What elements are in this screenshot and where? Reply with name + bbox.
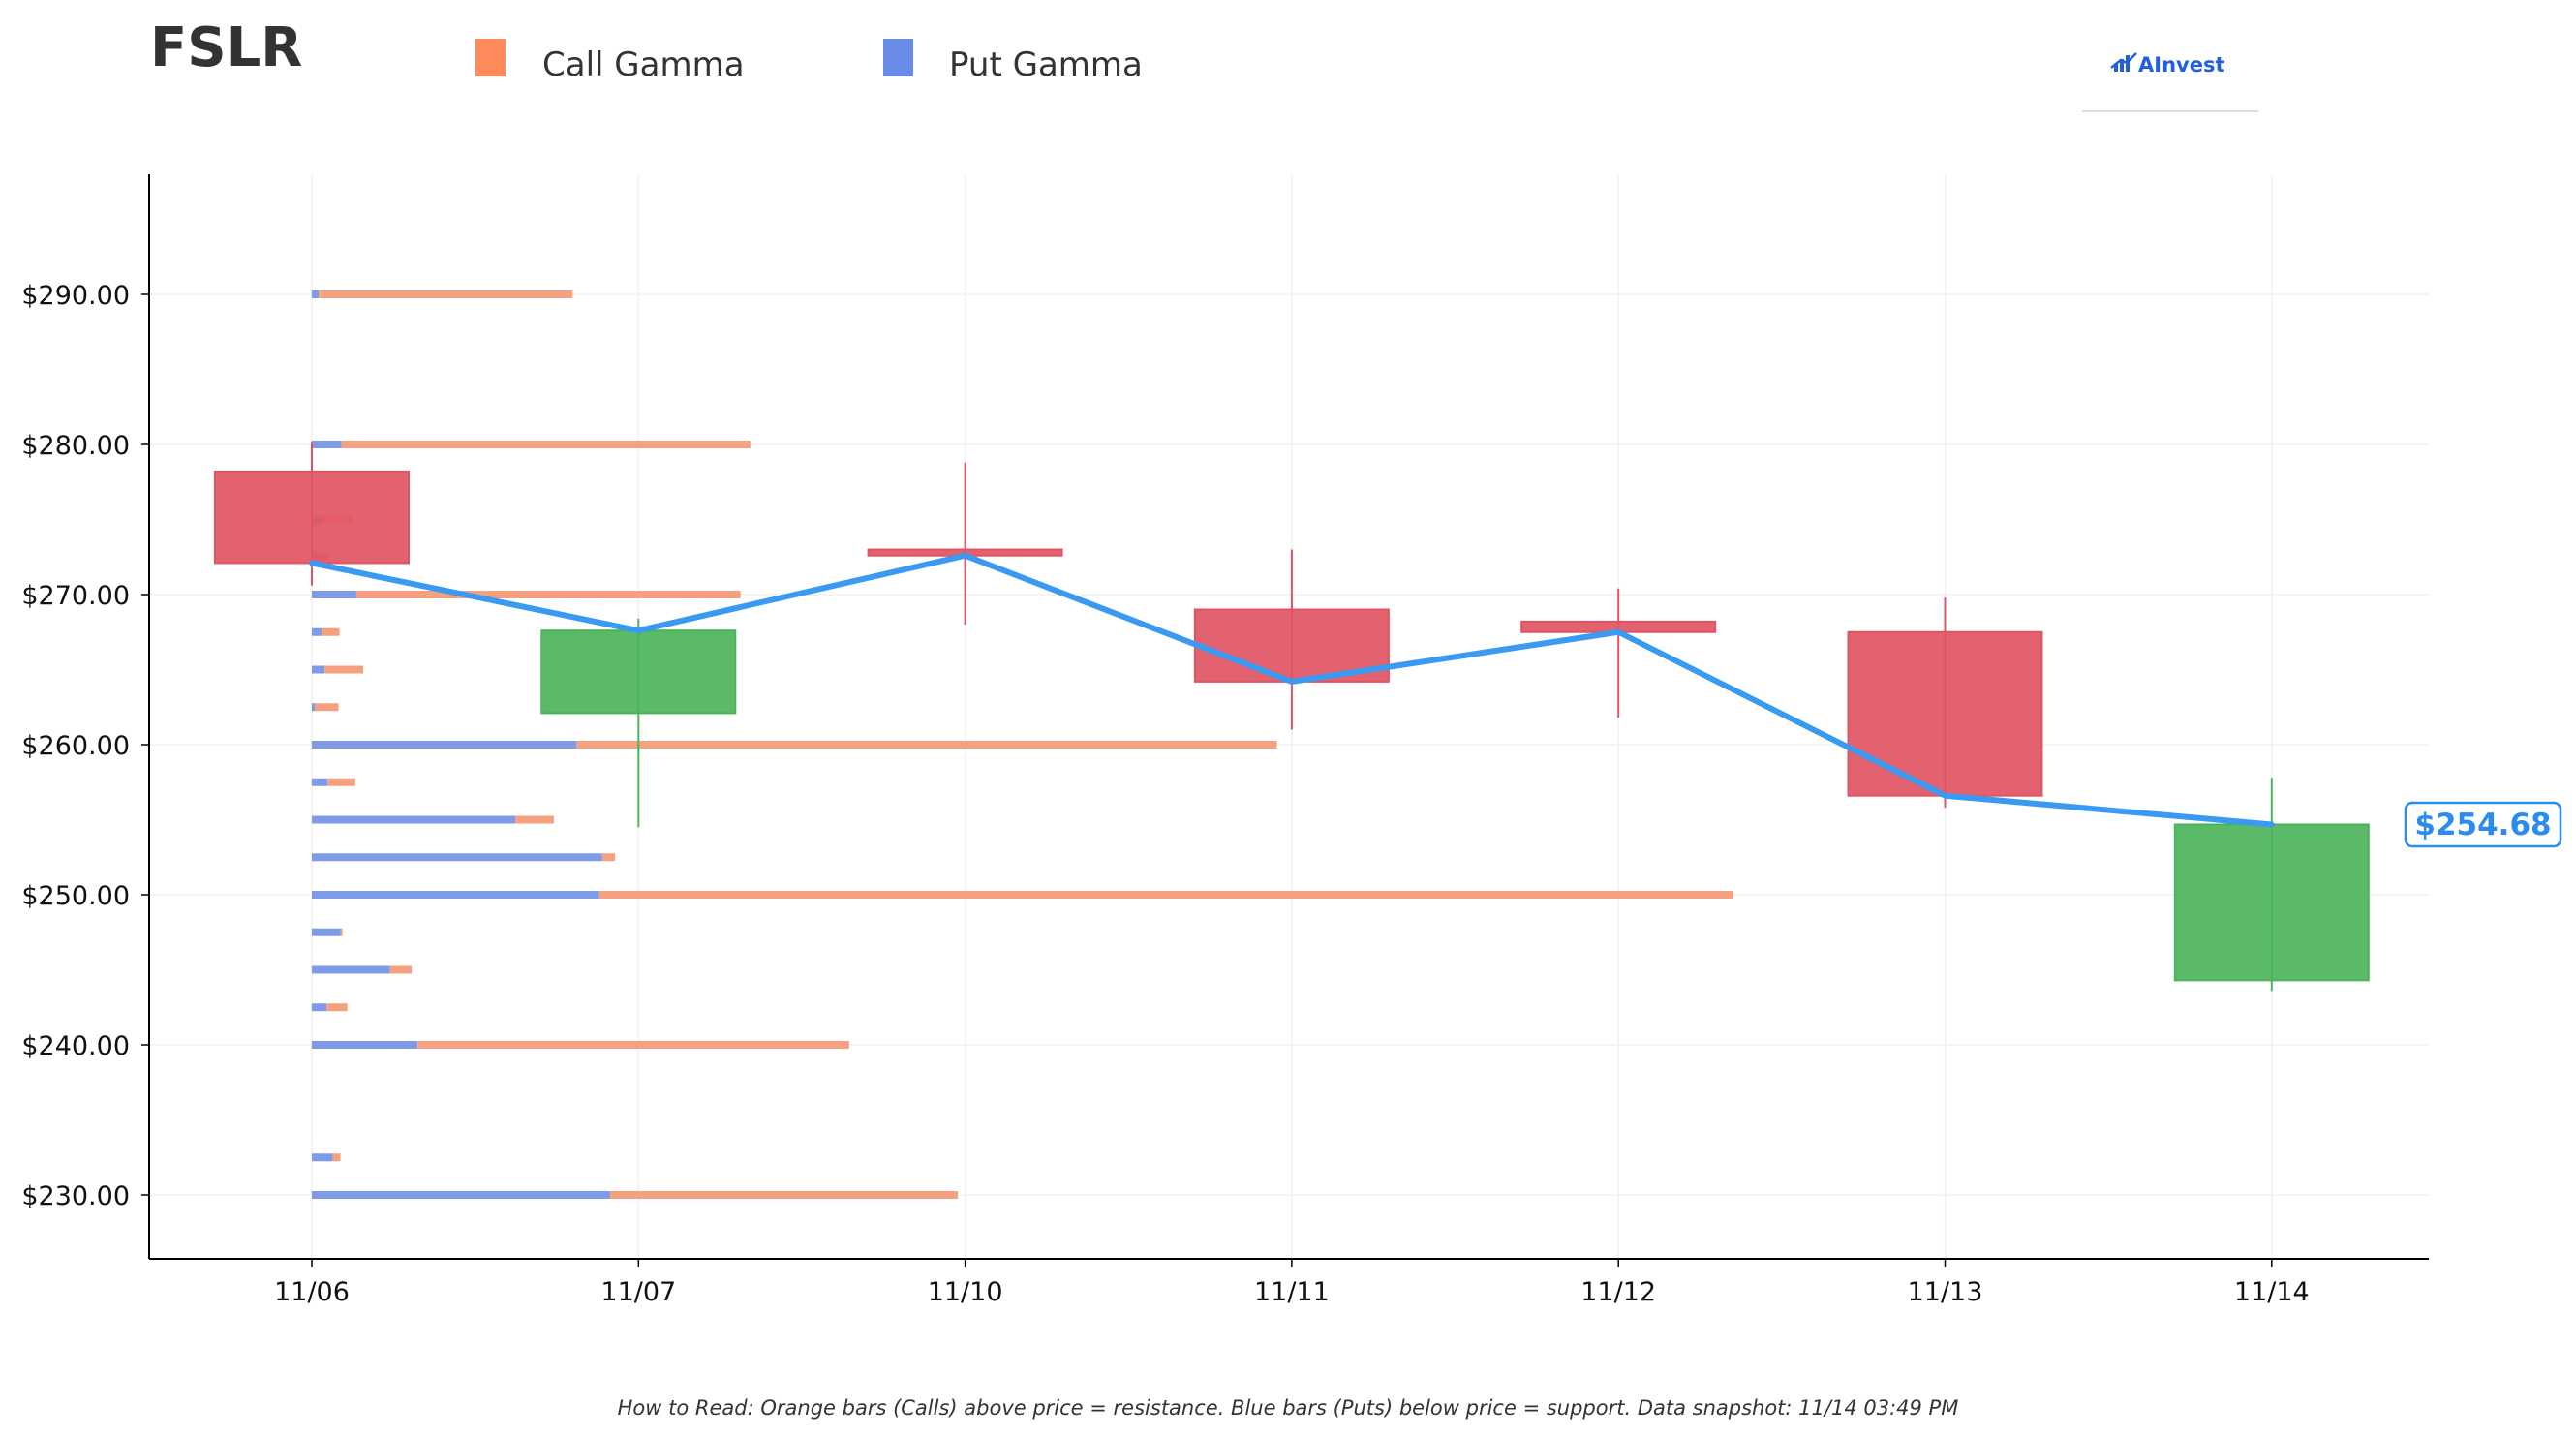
axes (148, 174, 2429, 1260)
gridlines (149, 174, 2429, 1259)
gamma-bars (312, 290, 1733, 1199)
call-gamma-bar (515, 815, 554, 824)
y-tick-label: $230.00 (21, 1181, 130, 1211)
call-gamma-bar (576, 741, 1277, 749)
put-gamma-bar (312, 778, 328, 786)
call-gamma-bar (601, 853, 616, 862)
brand-logo-icon (2110, 52, 2137, 72)
ticker-title: FSLR (150, 16, 302, 79)
last-price-box (2404, 801, 2562, 848)
price-line (309, 552, 2275, 828)
put-gamma-bar (312, 891, 599, 899)
put-gamma-bar (312, 853, 602, 862)
last-price-callout: $254.68 (2404, 801, 2562, 848)
call-gamma-bar (332, 1153, 341, 1162)
candle-body (1847, 630, 2043, 797)
call-gamma-bar (326, 1003, 348, 1012)
put-gamma-bar (312, 627, 322, 636)
candle-body (540, 629, 737, 715)
candle-body (2173, 823, 2370, 982)
x-tick-label: 11/13 (1908, 1277, 1983, 1307)
call-gamma-bar (327, 778, 355, 786)
x-tick-label: 11/10 (928, 1277, 1003, 1307)
tick-labels: $230.00 $240.00 $250.00 $260.00 $270.00 $280.… (21, 281, 2309, 1307)
call-gamma-bar (598, 891, 1733, 899)
x-tick-label: 11/06 (274, 1277, 350, 1307)
y-tick-label: $260.00 (21, 731, 130, 761)
put-gamma-bar (312, 741, 577, 749)
put-gamma-bar (312, 815, 516, 824)
put-gamma-bar (312, 928, 341, 936)
put-gamma-bar (312, 1191, 611, 1199)
call-gamma-bar (324, 665, 364, 674)
chart-header: FSLR Call Gamma Put Gamma AInvest (150, 16, 2258, 112)
put-gamma-bar (312, 441, 342, 448)
call-gamma-bar (319, 290, 573, 298)
y-tick-label: $250.00 (21, 881, 130, 911)
y-tick-label: $290.00 (21, 281, 130, 311)
call-gamma-bar (610, 1191, 959, 1199)
put-gamma-bar (312, 1003, 327, 1012)
put-gamma-bar (312, 665, 325, 674)
legend-label-call: Call Gamma (542, 46, 745, 84)
y-tick-label: $240.00 (21, 1031, 130, 1061)
footnote: How to Read: Orange bars (Calls) above p… (618, 1396, 1959, 1420)
last-price-label: $254.68 (2414, 808, 2551, 842)
brand-name: AInvest (2138, 53, 2225, 76)
call-gamma-bar (417, 1041, 849, 1049)
legend-swatch-put (883, 39, 913, 76)
put-gamma-bar (312, 591, 356, 598)
candle-body (214, 470, 410, 565)
x-tick-label: 11/07 (600, 1277, 676, 1307)
call-gamma-bar (389, 965, 413, 974)
put-gamma-bar (312, 965, 390, 974)
put-gamma-bar (312, 290, 320, 298)
call-gamma-bar (322, 627, 340, 636)
call-gamma-bar (315, 703, 339, 712)
put-gamma-bar (312, 1153, 333, 1162)
x-tick-label: 11/11 (1254, 1277, 1330, 1307)
legend-swatch-call (475, 39, 506, 76)
call-gamma-bar (341, 441, 751, 448)
put-gamma-bar (312, 703, 316, 712)
x-tick-label: 11/12 (1580, 1277, 1656, 1307)
price-line-layer (309, 552, 2275, 828)
brand-logo: AInvest (2082, 52, 2258, 112)
call-gamma-bar (340, 928, 343, 936)
y-tick-label: $270.00 (21, 581, 130, 611)
legend: Call Gamma Put Gamma (475, 39, 1143, 84)
y-tick-label: $280.00 (21, 431, 130, 461)
legend-label-put: Put Gamma (949, 46, 1143, 84)
x-tick-label: 11/14 (2234, 1277, 2310, 1307)
put-gamma-bar (312, 1041, 418, 1049)
call-gamma-bar (355, 591, 741, 598)
